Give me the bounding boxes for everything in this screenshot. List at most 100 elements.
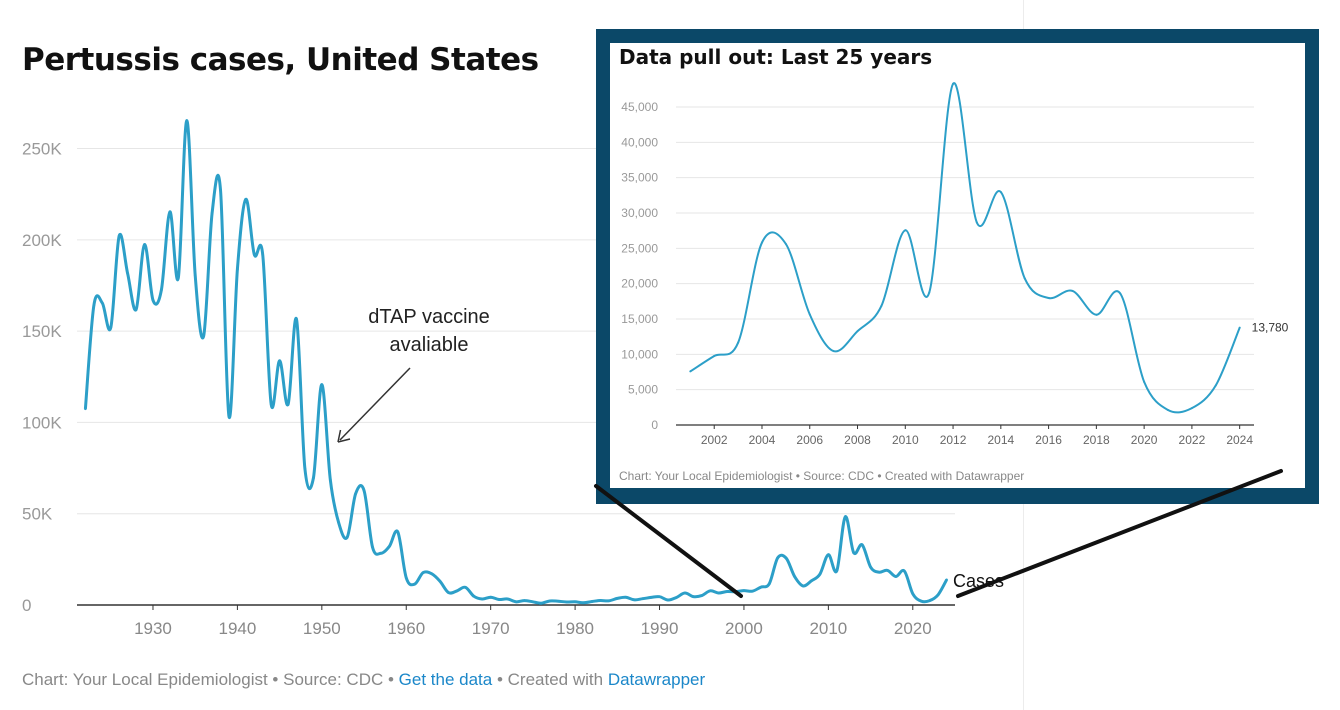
data-point [464,586,467,589]
footer-created: Created with [507,670,608,689]
data-point [480,597,484,601]
data-point [649,596,653,599]
footer-chart-credit: Chart: Your Local Epidemiologist [22,670,268,689]
data-point [1190,407,1193,410]
x-tick-label: 1950 [303,619,341,638]
data-point [337,521,341,525]
data-point [295,317,298,321]
data-point [1143,380,1146,383]
y-tick-label: 100K [22,413,62,432]
data-point [1119,292,1122,295]
data-point [869,565,872,569]
data-point [261,253,265,256]
data-point [801,584,805,588]
datawrapper-link[interactable]: Datawrapper [607,670,706,689]
get-the-data-link[interactable]: Get the data [398,670,493,689]
y-tick-label: 30,000 [621,206,658,220]
data-point [886,569,889,572]
data-point [210,211,214,215]
data-point [92,303,96,307]
data-point [497,598,501,601]
data-point [658,595,661,598]
x-tick-label: 2014 [987,433,1014,447]
data-point [683,591,687,595]
x-tick-label: 2006 [796,433,823,447]
x-tick-label: 2010 [892,433,919,447]
data-point [904,229,907,232]
data-point [396,530,400,534]
data-point [784,556,788,560]
data-point [810,579,813,583]
data-point [793,575,796,578]
x-tick-label: 1940 [218,619,256,638]
data-point [421,571,425,574]
data-point [531,600,535,604]
footer-separator: • [383,670,399,689]
data-point [329,478,332,481]
data-point [725,590,729,593]
data-point [599,599,602,602]
data-point [751,589,754,593]
data-point [675,596,678,599]
x-tick-label: 2018 [1083,433,1110,447]
data-point [472,594,476,598]
x-tick-label: 2008 [844,433,871,447]
data-point [1071,289,1074,292]
footer-source: Source: CDC [283,670,384,689]
data-point [548,599,552,603]
x-tick-label: 2000 [725,619,763,638]
data-point [286,403,290,406]
data-point [1214,384,1217,387]
x-tick-label: 2010 [809,619,847,638]
y-tick-label: 150K [22,322,62,341]
data-point [856,330,859,333]
inset-footer: Chart: Your Local Epidemiologist • Sourc… [619,469,1025,483]
data-point [692,595,695,598]
y-tick-label: 45,000 [621,100,658,114]
data-point [84,407,87,411]
data-point [827,553,830,556]
data-point [945,578,948,582]
data-point [345,535,349,539]
data-point [278,359,281,363]
data-point [506,597,509,601]
y-tick-label: 200K [22,231,62,250]
data-point [759,585,763,589]
x-tick-label: 1980 [556,619,594,638]
x-tick-label: 2002 [701,433,728,447]
data-point [607,599,611,603]
series-label: Cases [953,571,1004,591]
footer-separator: • [492,670,508,689]
inset-frame: 0 5,000 10,000 15,000 20,000 25,000 30,000 35,0… [596,29,1319,504]
data-point [143,243,146,246]
data-point [447,591,450,594]
y-tick-label: 0 [22,596,31,615]
data-point [219,188,222,192]
data-point [303,467,307,470]
y-tick-label: 0 [651,418,658,432]
data-point [1167,409,1169,411]
data-point [101,301,104,305]
data-point [320,383,324,386]
data-point [952,82,955,85]
data-point [903,569,906,573]
y-tick-label: 10,000 [621,347,658,361]
data-point [455,589,459,593]
data-point [713,355,716,357]
data-point [808,313,811,316]
inset-chart: 0 5,000 10,000 15,000 20,000 25,000 30,000 35,0… [621,82,1289,447]
data-point [784,243,787,245]
data-point [616,597,619,600]
data-point [844,515,847,519]
data-point [430,572,433,575]
data-point [666,598,670,602]
data-point [134,308,138,311]
x-tick-label: 2004 [749,433,776,447]
data-point [253,253,256,256]
y-tick-label: 25,000 [621,241,658,255]
data-point [911,592,915,596]
data-point [514,600,518,604]
x-tick-label: 2016 [1035,433,1062,447]
inset-title: Data pull out: Last 25 years [619,45,933,69]
annotation-arrow [339,367,411,441]
